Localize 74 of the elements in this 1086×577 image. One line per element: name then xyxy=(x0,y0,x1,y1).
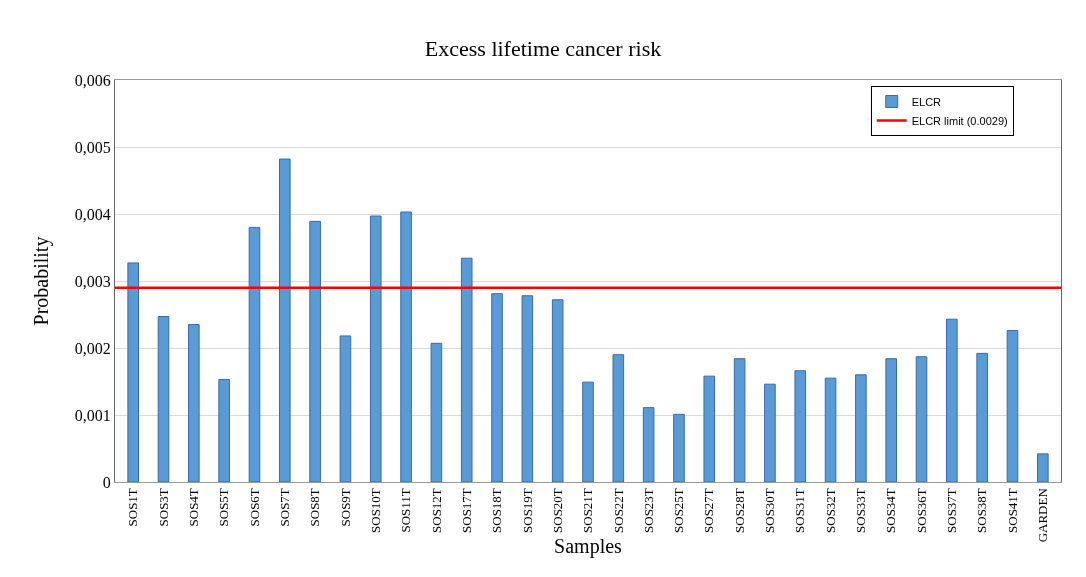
x-tick-label: SOS8T xyxy=(307,488,323,527)
x-tick-label: SOS22T xyxy=(610,488,626,533)
y-tick-label: 0,003 xyxy=(74,272,111,290)
bar xyxy=(764,383,776,482)
x-tick-label: SOS41T xyxy=(1004,488,1020,533)
x-tick-label: SOS11T xyxy=(398,488,414,533)
bar xyxy=(460,257,473,482)
y-tick-label: 0,006 xyxy=(74,71,111,89)
bar xyxy=(582,381,594,482)
bar xyxy=(673,413,685,482)
x-tick-label: SOS5T xyxy=(216,488,232,527)
bar xyxy=(127,262,139,482)
bar xyxy=(309,220,321,482)
x-tick-label: SOS4T xyxy=(186,488,202,527)
x-tick-label: SOS28T xyxy=(731,488,747,533)
bar xyxy=(278,158,291,482)
chart-title: Excess lifetime cancer risk xyxy=(424,35,662,61)
x-tick-label: SOS18T xyxy=(489,488,505,533)
legend-label: ELCR xyxy=(911,95,942,108)
y-tick-label: 0 xyxy=(102,473,111,491)
x-tick-label: SOS19T xyxy=(519,488,535,533)
bar xyxy=(218,378,230,482)
bar xyxy=(369,215,382,482)
x-tick-label: SOS10T xyxy=(367,488,383,533)
bar xyxy=(188,324,200,482)
x-tick-label: SOS1T xyxy=(125,488,141,527)
x-tick-label: GARDEN xyxy=(1035,487,1051,543)
x-tick-label: SOS36T xyxy=(913,488,929,533)
bar xyxy=(521,295,534,482)
bar xyxy=(733,358,746,482)
x-tick-label: SOS12T xyxy=(428,488,444,533)
y-axis-title: Probability xyxy=(30,236,54,326)
bar xyxy=(430,342,443,482)
bar xyxy=(824,377,837,482)
x-tick-label: SOS17T xyxy=(458,488,474,533)
bar xyxy=(915,356,928,482)
x-tick-label: SOS6T xyxy=(246,488,262,527)
x-tick-label: SOS9T xyxy=(337,488,353,527)
x-tick-label: SOS32T xyxy=(822,488,838,533)
bar xyxy=(400,211,412,482)
y-tick-label: 0,001 xyxy=(74,406,111,424)
x-tick-label: SOS3T xyxy=(155,488,171,527)
bar xyxy=(703,375,716,482)
x-tick-label: SOS34T xyxy=(883,488,899,533)
x-tick-label: SOS31T xyxy=(792,488,808,533)
bar xyxy=(885,358,898,482)
x-axis-title: Samples xyxy=(554,535,623,558)
bar xyxy=(855,374,867,482)
y-tick-label: 0,005 xyxy=(74,138,111,156)
x-tick-label: SOS37T xyxy=(944,488,960,533)
y-tick-label: 0,004 xyxy=(74,205,111,223)
bar xyxy=(976,352,988,482)
x-tick-label: SOS38T xyxy=(974,488,990,533)
y-tick-label: 0,002 xyxy=(74,339,111,357)
bar xyxy=(157,316,170,482)
bar xyxy=(794,370,807,482)
bar xyxy=(1037,453,1049,482)
bar xyxy=(248,226,261,482)
bar xyxy=(946,318,958,482)
x-tick-label: SOS30T xyxy=(762,488,778,533)
x-tick-label: SOS33T xyxy=(853,488,869,533)
bar xyxy=(339,335,352,482)
bar xyxy=(1006,330,1019,482)
bar xyxy=(551,299,564,482)
x-tick-label: SOS23T xyxy=(640,488,656,533)
legend-label: ELCR limit (0.0029) xyxy=(911,114,1008,127)
x-tick-label: SOS7T xyxy=(277,488,293,527)
x-tick-label: SOS21T xyxy=(580,488,596,533)
bar xyxy=(642,407,655,482)
bar xyxy=(612,354,625,482)
x-tick-label: SOS20T xyxy=(549,488,565,533)
x-tick-label: SOS25T xyxy=(671,488,687,533)
bar xyxy=(491,293,503,482)
x-tick-label: SOS27T xyxy=(701,488,717,533)
